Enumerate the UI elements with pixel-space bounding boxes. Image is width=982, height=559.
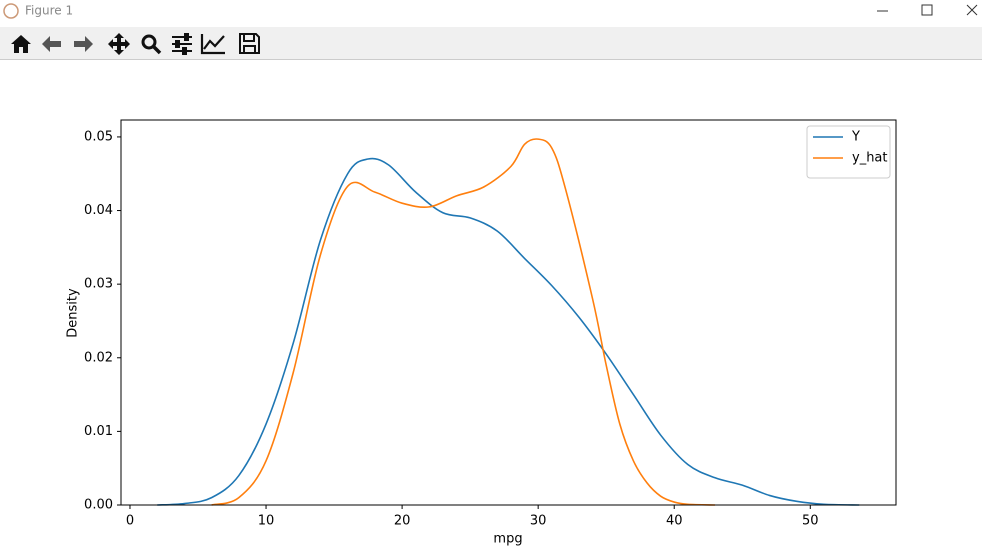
window-title: Figure 1: [25, 4, 73, 18]
legend-box: [806, 125, 891, 179]
axes-frame: [120, 119, 897, 506]
plot: mpg Density 0 10 20 30 40 50 0.00 0.01 0.02 0.03 0…: [66, 119, 897, 547]
x-tick-label: 30: [530, 514, 547, 529]
x-tick-label: 20: [394, 514, 411, 529]
back-button[interactable]: [42, 36, 61, 52]
subplots-button[interactable]: [172, 33, 192, 55]
y-tick-label: 0.01: [84, 424, 113, 439]
y-axis-label: Density: [66, 288, 81, 338]
save-button[interactable]: [239, 33, 260, 54]
x-tick-label: 50: [802, 514, 819, 529]
zoom-button[interactable]: [141, 34, 157, 50]
maximize-button[interactable]: [921, 4, 933, 16]
y-tick-label: 0.00: [84, 498, 113, 513]
title-bar: [0, 0, 982, 27]
edit-axis-button[interactable]: [200, 34, 225, 55]
y-tick-label: 0.03: [84, 277, 113, 292]
toolbar: [0, 27, 982, 60]
legend-label: Y: [851, 130, 860, 145]
close-button[interactable]: [966, 4, 978, 16]
y-tick-label: 0.04: [84, 203, 113, 218]
app-icon: [3, 3, 19, 19]
home-button[interactable]: [11, 35, 31, 53]
line: [157, 157, 860, 506]
y-tick-label: 0.05: [84, 129, 113, 144]
legend-label: y_hat: [852, 151, 888, 166]
line: [211, 138, 716, 506]
x-tick-label: 10: [258, 514, 275, 529]
forward-button[interactable]: [74, 36, 93, 52]
pan-button[interactable]: [108, 33, 130, 55]
x-tick-label: 0: [126, 514, 134, 529]
x-axis-label: mpg: [493, 532, 522, 547]
x-tick-label: 40: [666, 514, 683, 529]
y-tick-label: 0.02: [84, 350, 113, 365]
